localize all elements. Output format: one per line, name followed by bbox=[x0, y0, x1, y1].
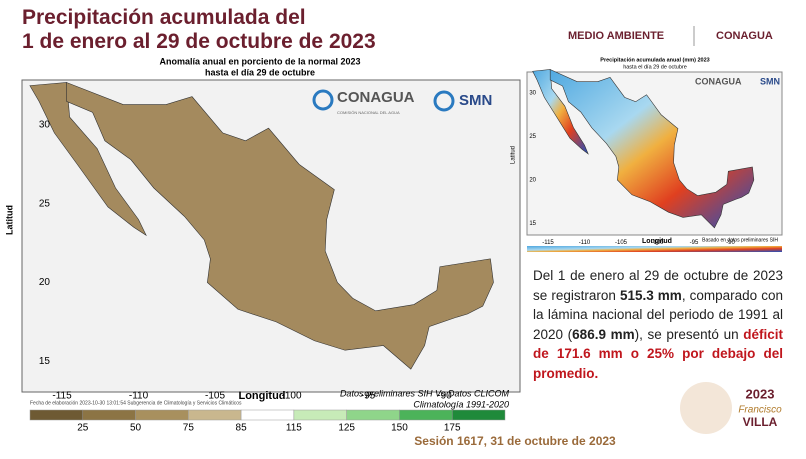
legend-label: 150 bbox=[391, 423, 408, 434]
slide-title: Precipitación acumulada del 1 de enero a… bbox=[22, 6, 376, 54]
legend-label: 125 bbox=[338, 423, 355, 434]
y-tick-label: 30 bbox=[529, 91, 536, 97]
summary-segment: 515.3 mm bbox=[619, 287, 682, 303]
emblem-text: VILLA bbox=[743, 415, 778, 429]
summary-text: Del 1 de enero al 29 de octubre de 2023 … bbox=[533, 266, 783, 383]
y-tick-label: 15 bbox=[529, 221, 536, 227]
inset-title: Precipitación acumulada anual (mm) 2023 bbox=[600, 57, 709, 63]
y-tick-label: 25 bbox=[529, 134, 536, 140]
x-tick-label: -105 bbox=[615, 240, 628, 246]
y-tick-label: 30 bbox=[39, 120, 51, 131]
legend-label: 75 bbox=[183, 423, 195, 434]
legend-swatch bbox=[135, 409, 189, 421]
y-tick-label: 20 bbox=[39, 277, 51, 288]
logo-text: SMN bbox=[459, 92, 492, 109]
inset-x-label: Longitud bbox=[642, 238, 672, 245]
legend-swatch bbox=[293, 409, 347, 421]
emblem-text: Francisco bbox=[738, 405, 782, 416]
country-shape bbox=[532, 69, 589, 155]
country-shape bbox=[66, 82, 494, 370]
x-tick-label: -115 bbox=[542, 240, 554, 246]
x-tick-label: -90 bbox=[437, 391, 452, 402]
map-title: hasta el día 29 de octubre bbox=[205, 67, 315, 77]
logo-icon bbox=[433, 90, 455, 112]
x-tick-label: -115 bbox=[52, 391, 72, 402]
map-note: Climatología 1991-2020 bbox=[413, 399, 509, 409]
emblem-portrait bbox=[680, 382, 732, 434]
inset-y-label: Latitud bbox=[511, 146, 517, 164]
legend-swatch bbox=[451, 409, 506, 421]
x-tick-label: -90 bbox=[726, 240, 735, 246]
legend-swatch bbox=[188, 409, 242, 421]
country-shape bbox=[29, 82, 147, 237]
x-tick-label: -95 bbox=[361, 391, 376, 402]
country-shape bbox=[549, 69, 755, 229]
x-tick-label: -100 bbox=[651, 240, 664, 246]
y-tick-label: 25 bbox=[39, 198, 51, 209]
inset-logo: CONAGUA bbox=[695, 76, 742, 86]
header-logo: CONAGUA bbox=[716, 30, 773, 42]
legend-label: 25 bbox=[77, 423, 89, 434]
y-axis-label: Latitud bbox=[4, 205, 14, 235]
summary-segment: déficit de 171.6 mm o 25% por debajo del… bbox=[533, 326, 783, 381]
legend-swatch bbox=[29, 409, 84, 421]
summary-segment: 686.9 mm bbox=[572, 326, 635, 342]
logo-icon bbox=[312, 89, 334, 111]
inset-logo: SMN bbox=[760, 76, 780, 86]
inset-legend bbox=[527, 246, 782, 252]
summary-segment: , comparado con la lámina nacional del p… bbox=[533, 287, 784, 342]
legend-label: 175 bbox=[444, 423, 461, 434]
legend-swatch bbox=[240, 409, 295, 421]
x-axis-label: Longitud bbox=[238, 390, 285, 402]
emblem-year: 2023 bbox=[746, 386, 775, 401]
title-line: Precipitación acumulada del bbox=[22, 6, 306, 29]
map-title: Anomalía anual en porciento de la normal… bbox=[159, 56, 360, 66]
summary-segment: Del 1 de enero al 29 de octubre de 2023 … bbox=[533, 268, 783, 303]
y-tick-label: 20 bbox=[529, 178, 536, 184]
map-footnote: Fecha de elaboración 2023-10-30 13:01:54… bbox=[30, 400, 242, 406]
x-tick-label: -110 bbox=[129, 391, 149, 402]
inset-note: Basado en datos preliminares SIH bbox=[702, 237, 778, 243]
legend-label: 50 bbox=[130, 423, 142, 434]
logo-text: CONAGUA bbox=[337, 89, 415, 106]
x-tick-label: -95 bbox=[690, 240, 699, 246]
summary-segment: ), se presentó un bbox=[634, 326, 744, 342]
legend-swatch bbox=[399, 409, 453, 421]
legend-label: 85 bbox=[236, 423, 248, 434]
legend-swatch bbox=[346, 409, 400, 421]
title-line: 1 de enero al 29 de octubre de 2023 bbox=[22, 30, 376, 53]
inset-title: hasta el día 29 de octubre bbox=[623, 64, 687, 70]
x-tick-label: -105 bbox=[205, 391, 225, 402]
header-logo: MEDIO AMBIENTE bbox=[568, 30, 664, 42]
footer: Sesión 1617, 31 de octubre de 2023 bbox=[414, 434, 616, 448]
logo-subtext: COMISIÓN NACIONAL DEL AGUA bbox=[337, 110, 400, 115]
legend-label: 115 bbox=[286, 423, 302, 434]
legend-swatch bbox=[82, 409, 136, 421]
y-tick-label: 15 bbox=[39, 356, 51, 367]
map-note: Datos preliminares SIH Vs Datos CLICOM bbox=[340, 388, 510, 398]
x-tick-label: -100 bbox=[281, 391, 301, 402]
x-tick-label: -110 bbox=[579, 240, 591, 246]
